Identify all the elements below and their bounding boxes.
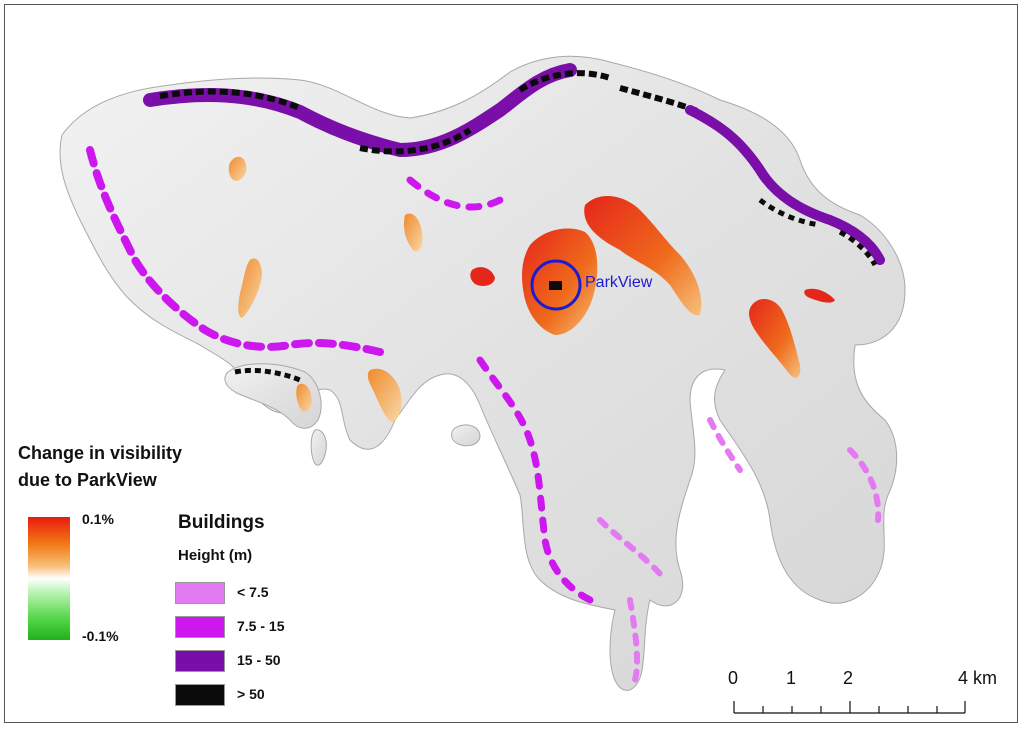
visibility-legend-max-label: 0.1% (82, 511, 114, 527)
central-buildings (406, 176, 594, 604)
small-islet (451, 424, 481, 447)
west-buildings (86, 146, 384, 356)
scale-label-2: 2 (843, 668, 854, 688)
scale-label-4km: 4 km (958, 668, 998, 688)
scale-label-0: 0 (728, 668, 739, 688)
building-class-label-mid: 7.5 - 15 (237, 618, 285, 634)
visibility-legend-title-line2: due to ParkView (18, 470, 157, 490)
visibility-legend-min-label: -0.1% (82, 628, 119, 644)
visibility-patch-far-east-2 (804, 288, 835, 303)
building-class-label-tall: > 50 (237, 686, 265, 702)
visibility-patch-southwest (367, 368, 402, 422)
visibility-patch-west-2 (228, 156, 247, 181)
building-swatch-tall (175, 684, 225, 706)
scale-label-1: 1 (786, 668, 797, 688)
visibility-patch-far-east (749, 298, 801, 378)
building-swatch-high (175, 650, 225, 672)
parkview-location-circle[interactable] (530, 259, 582, 311)
buildings-legend-subtitle: Height (m) (178, 547, 253, 564)
visibility-patch-west (238, 258, 262, 318)
islet-buildings (234, 367, 301, 383)
south-islet (310, 429, 327, 466)
visibility-patch-ridge-east (584, 195, 702, 316)
south-buildings (597, 417, 882, 683)
visibility-patch-northwest (403, 213, 423, 252)
building-class-label-low: < 7.5 (237, 584, 269, 600)
parkview-callout-label: ParkView (585, 274, 653, 291)
north-shore-tall-buildings (159, 70, 702, 155)
north-shore-buildings (143, 63, 577, 158)
building-class-label-high: 15 - 50 (237, 652, 281, 668)
building-swatch-mid (175, 616, 225, 638)
island-landmass (59, 55, 906, 691)
east-buildings (685, 105, 885, 265)
buildings-legend-title: Buildings (178, 512, 265, 533)
map-frame (4, 4, 1018, 723)
visibility-patch-center (470, 267, 495, 286)
visibility-legend-title-line1: Change in visibility (18, 443, 183, 463)
visibility-color-ramp (28, 517, 70, 640)
east-tall-buildings (758, 197, 878, 267)
visibility-patch-islet (296, 383, 312, 412)
parkview-building-icon (549, 281, 562, 290)
building-swatch-low (175, 582, 225, 604)
